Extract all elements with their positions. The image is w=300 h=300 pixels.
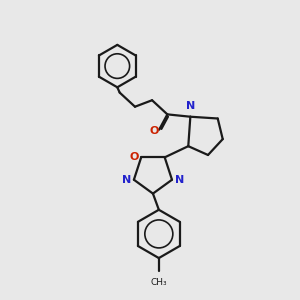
Text: O: O [129, 152, 139, 162]
Text: O: O [149, 126, 158, 136]
Text: CH₃: CH₃ [151, 278, 167, 287]
Text: N: N [175, 175, 184, 185]
Text: N: N [186, 101, 195, 111]
Text: N: N [122, 175, 131, 185]
